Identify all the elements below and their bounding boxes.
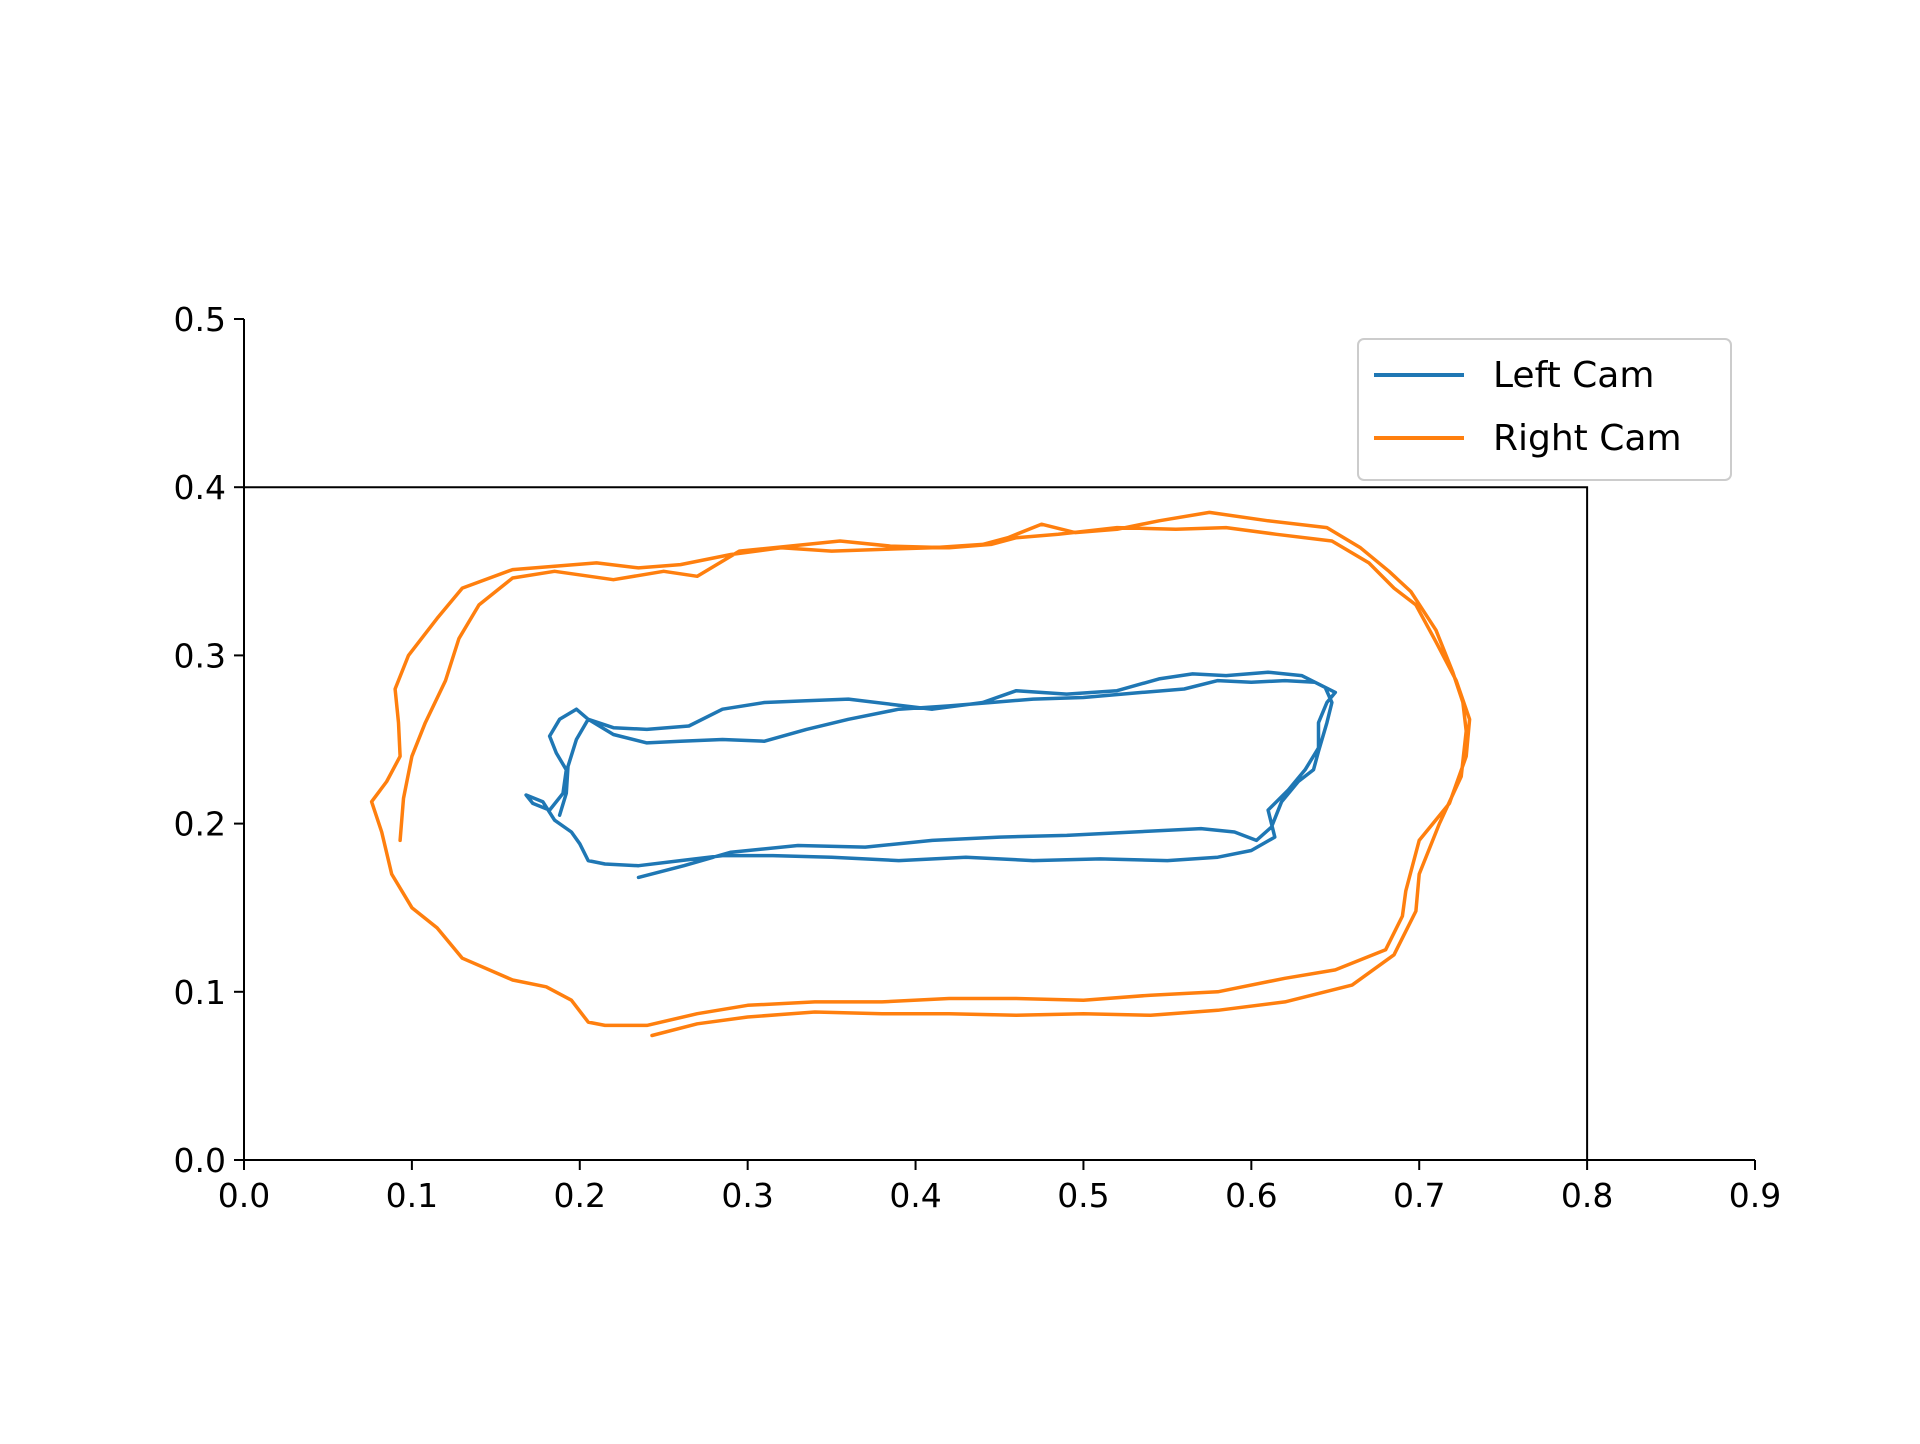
x-tick-label: 0.3	[721, 1176, 773, 1215]
x-tick-label: 0.0	[218, 1176, 270, 1215]
y-tick-label: 0.4	[174, 468, 226, 507]
y-tick-label: 0.0	[174, 1141, 226, 1180]
y-tick-label: 0.3	[174, 636, 226, 675]
x-tick-label: 0.9	[1729, 1176, 1781, 1215]
series-line-right-cam	[369, 510, 1472, 1038]
x-tick-label: 0.8	[1561, 1176, 1613, 1215]
x-tick-label: 0.5	[1057, 1176, 1109, 1215]
x-tick-label: 0.4	[889, 1176, 941, 1215]
x-tick-label: 0.6	[1225, 1176, 1277, 1215]
series-line-left-cam	[524, 670, 1338, 880]
y-tick-label: 0.1	[174, 973, 226, 1012]
legend-label: Right Cam	[1493, 418, 1682, 459]
legend-label: Left Cam	[1493, 355, 1654, 396]
x-tick-label: 0.1	[386, 1176, 438, 1215]
y-tick-label: 0.2	[174, 805, 226, 844]
inner-frame	[244, 486, 1589, 1160]
x-tick-label: 0.2	[554, 1176, 606, 1215]
y-tick-label: 0.5	[174, 300, 226, 339]
x-tick-label: 0.7	[1393, 1176, 1445, 1215]
